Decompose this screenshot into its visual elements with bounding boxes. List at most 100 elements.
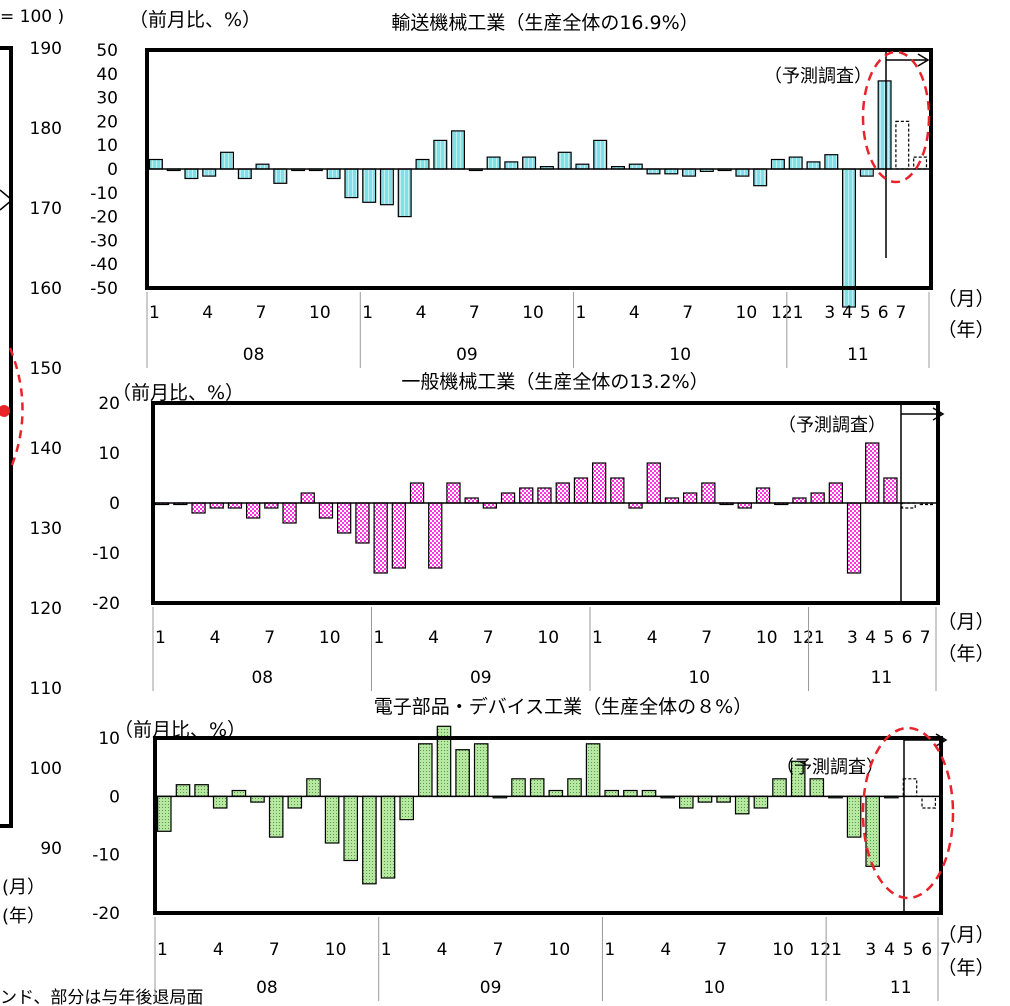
year-label: 11 bbox=[847, 345, 869, 365]
bar bbox=[399, 795, 414, 821]
y-tick-label: 10 bbox=[98, 729, 120, 749]
bar bbox=[859, 168, 874, 177]
bar bbox=[194, 784, 209, 798]
highlight-ellipse bbox=[861, 726, 955, 900]
y-tick-label: -10 bbox=[92, 846, 120, 866]
bar bbox=[473, 743, 489, 797]
y-tick-label: -20 bbox=[92, 594, 120, 614]
chart-title: 輸送機械工業（生産全体の16.9%） bbox=[391, 12, 698, 34]
bar bbox=[300, 492, 315, 504]
y-axis-label: （前月比、%） bbox=[112, 382, 244, 404]
y-tick-label: 0 bbox=[107, 160, 118, 180]
bar bbox=[362, 795, 377, 885]
y-tick-label: 10 bbox=[98, 444, 120, 464]
bar bbox=[175, 784, 191, 798]
month-tick-label: 4 bbox=[884, 940, 895, 960]
bar bbox=[519, 487, 534, 504]
bar bbox=[191, 502, 206, 514]
left-y-tick-label: 120 bbox=[30, 599, 62, 619]
y-tick-label: 20 bbox=[96, 112, 118, 132]
bar bbox=[428, 502, 443, 569]
month-tick-label: 6 bbox=[921, 940, 932, 960]
bar bbox=[373, 502, 388, 574]
month-tick-label: 5 bbox=[883, 628, 894, 648]
y-tick-label: 50 bbox=[96, 41, 118, 61]
bar bbox=[157, 795, 172, 832]
bar bbox=[883, 477, 898, 504]
y-tick-label: -50 bbox=[90, 279, 118, 299]
bar bbox=[735, 168, 750, 177]
month-tick-label: 1 bbox=[374, 628, 385, 648]
bar bbox=[511, 778, 526, 797]
forecast-bar bbox=[902, 778, 918, 797]
forecast-arrow-icon bbox=[932, 407, 945, 421]
month-tick-label: 7 bbox=[493, 940, 504, 960]
month-tick-label: 4 bbox=[865, 628, 876, 648]
month-tick-label: 10 bbox=[522, 303, 544, 323]
left-plot-frame bbox=[0, 46, 13, 828]
bar bbox=[734, 795, 750, 815]
bar bbox=[268, 795, 284, 838]
bar bbox=[772, 778, 787, 797]
month-tick-label: 1 bbox=[157, 940, 168, 960]
year-label: 10 bbox=[688, 668, 710, 688]
y-tick-label: -20 bbox=[92, 904, 120, 924]
left-month-label: (月） bbox=[2, 877, 45, 898]
bar bbox=[326, 168, 341, 180]
year-label: 10 bbox=[703, 978, 725, 998]
bar bbox=[809, 778, 825, 797]
bar bbox=[504, 161, 519, 170]
bar bbox=[212, 795, 228, 809]
chart-panel-electronic: 電子部品・デバイス工業（生産全体の８%）（前月比、%）100-10-20（予測調… bbox=[92, 696, 995, 1001]
bar bbox=[273, 168, 288, 184]
month-tick-label: 1 bbox=[362, 303, 373, 323]
month-tick-label: 4 bbox=[647, 628, 658, 648]
left-y-tick-label: 150 bbox=[30, 359, 62, 379]
month-tick-label: 7 bbox=[920, 628, 931, 648]
left-y-tick-label: 170 bbox=[30, 199, 62, 219]
y-tick-label: -20 bbox=[90, 208, 118, 228]
month-tick-label: 10 bbox=[537, 628, 559, 648]
bar bbox=[318, 502, 334, 519]
bar bbox=[455, 749, 470, 798]
bar bbox=[379, 168, 394, 206]
year-unit-label: （年） bbox=[937, 957, 994, 979]
month-tick-label: 5 bbox=[903, 940, 914, 960]
bar bbox=[865, 442, 880, 504]
month-tick-label: 1 bbox=[149, 303, 160, 323]
bar bbox=[877, 80, 892, 170]
y-tick-label: 40 bbox=[96, 65, 118, 85]
bar bbox=[753, 168, 768, 187]
forecast-arrow-icon bbox=[935, 733, 948, 747]
month-tick-label: 4 bbox=[210, 628, 221, 648]
month-tick-label: 1 bbox=[381, 940, 392, 960]
month-tick-label: 7 bbox=[682, 303, 693, 323]
month-tick-label: 3 bbox=[865, 940, 876, 960]
y-tick-label: -30 bbox=[90, 231, 118, 251]
highlight-ellipse bbox=[861, 50, 931, 184]
y-tick-label: -10 bbox=[90, 184, 118, 204]
bar bbox=[828, 482, 843, 504]
bar bbox=[522, 156, 537, 170]
bar bbox=[788, 156, 803, 170]
left-year-label: (年） bbox=[2, 906, 45, 927]
month-tick-label: 10 bbox=[756, 628, 778, 648]
bar bbox=[184, 168, 199, 180]
bar bbox=[324, 795, 340, 844]
chart-panel-transport: 輸送機械工業（生産全体の16.9%） （前月比、%） 50 40 30 20 10 0 -10 -… bbox=[90, 9, 995, 368]
left-footnote: ンド、部分は与年後退局面 bbox=[0, 988, 203, 1006]
y-tick-label: 0 bbox=[109, 494, 120, 514]
year-label: 11 bbox=[871, 668, 893, 688]
bar bbox=[397, 168, 412, 218]
forecast-label: （予測調査） bbox=[778, 415, 886, 436]
y-tick-label: -10 bbox=[92, 544, 120, 564]
bar bbox=[446, 482, 461, 504]
y-tick-label: -40 bbox=[90, 255, 118, 275]
month-tick-label: 10 bbox=[736, 303, 758, 323]
bar bbox=[529, 778, 545, 797]
bar bbox=[716, 795, 731, 803]
bar bbox=[451, 130, 466, 170]
bar bbox=[591, 462, 607, 504]
bar bbox=[682, 168, 697, 177]
